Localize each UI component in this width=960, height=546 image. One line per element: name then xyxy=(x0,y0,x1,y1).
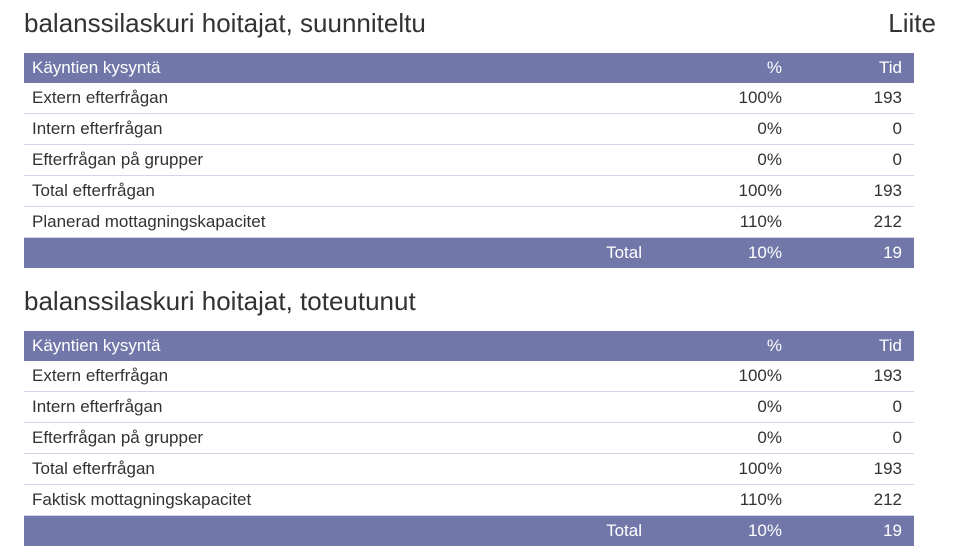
table-row: Faktisk mottagningskapacitet 110% 212 xyxy=(24,485,914,516)
table-row: Extern efterfrågan 100% 193 xyxy=(24,361,914,392)
table-planned: Käyntien kysyntä % Tid Extern efterfråga… xyxy=(24,53,914,268)
table-footer-row: Total 10% 19 xyxy=(24,516,914,546)
table-cell: 212 xyxy=(794,207,914,238)
table-footer-cell: 19 xyxy=(794,516,914,546)
table-cell: Intern efterfrågan xyxy=(24,114,664,145)
table-cell: Efterfrågan på grupper xyxy=(24,145,664,176)
table-header-cell: % xyxy=(664,331,794,361)
table-cell: 100% xyxy=(664,454,794,485)
table-footer-row: Total 10% 19 xyxy=(24,238,914,269)
table-cell: Efterfrågan på grupper xyxy=(24,423,664,454)
table-cell: 100% xyxy=(664,176,794,207)
table-cell: 0% xyxy=(664,423,794,454)
table-row: Intern efterfrågan 0% 0 xyxy=(24,392,914,423)
table-header-cell: Käyntien kysyntä xyxy=(24,53,664,83)
table-header-cell: Käyntien kysyntä xyxy=(24,331,664,361)
table-header-row: Käyntien kysyntä % Tid xyxy=(24,53,914,83)
table-footer-cell: 10% xyxy=(664,516,794,546)
table-cell: 0 xyxy=(794,145,914,176)
table-cell: Extern efterfrågan xyxy=(24,361,664,392)
table-row: Total efterfrågan 100% 193 xyxy=(24,176,914,207)
table-row: Planerad mottagningskapacitet 110% 212 xyxy=(24,207,914,238)
section-title: balanssilaskuri hoitajat, toteutunut xyxy=(24,286,936,317)
table-cell: 193 xyxy=(794,83,914,114)
table-actual: Käyntien kysyntä % Tid Extern efterfråga… xyxy=(24,331,914,546)
table-cell: Planerad mottagningskapacitet xyxy=(24,207,664,238)
table-cell: 0 xyxy=(794,392,914,423)
table-header-cell: % xyxy=(664,53,794,83)
table-cell: 0 xyxy=(794,114,914,145)
table-footer-cell: 10% xyxy=(664,238,794,269)
table-cell: 0% xyxy=(664,114,794,145)
table-header-cell: Tid xyxy=(794,331,914,361)
table-header-cell: Tid xyxy=(794,53,914,83)
table-cell: 193 xyxy=(794,361,914,392)
table-header-row: Käyntien kysyntä % Tid xyxy=(24,331,914,361)
table-row: Extern efterfrågan 100% 193 xyxy=(24,83,914,114)
table-cell: Total efterfrågan xyxy=(24,454,664,485)
table-cell: 100% xyxy=(664,83,794,114)
table-cell: 0% xyxy=(664,392,794,423)
table-cell: 110% xyxy=(664,207,794,238)
table-row: Efterfrågan på grupper 0% 0 xyxy=(24,145,914,176)
table-footer-cell: Total xyxy=(24,238,664,269)
table-cell: 0 xyxy=(794,423,914,454)
table-cell: 212 xyxy=(794,485,914,516)
table-row: Intern efterfrågan 0% 0 xyxy=(24,114,914,145)
table-row: Efterfrågan på grupper 0% 0 xyxy=(24,423,914,454)
table-cell: Intern efterfrågan xyxy=(24,392,664,423)
table-cell: 0% xyxy=(664,145,794,176)
table-footer-cell: Total xyxy=(24,516,664,546)
table-cell: Total efterfrågan xyxy=(24,176,664,207)
header-row: balanssilaskuri hoitajat, suunniteltu Li… xyxy=(24,8,936,39)
page-annotation: Liite xyxy=(888,8,936,39)
table-cell: 193 xyxy=(794,176,914,207)
table-cell: Faktisk mottagningskapacitet xyxy=(24,485,664,516)
table-cell: 193 xyxy=(794,454,914,485)
table-cell: 100% xyxy=(664,361,794,392)
table-cell: Extern efterfrågan xyxy=(24,83,664,114)
table-cell: 110% xyxy=(664,485,794,516)
page-title: balanssilaskuri hoitajat, suunniteltu xyxy=(24,8,426,39)
table-footer-cell: 19 xyxy=(794,238,914,269)
table-row: Total efterfrågan 100% 193 xyxy=(24,454,914,485)
